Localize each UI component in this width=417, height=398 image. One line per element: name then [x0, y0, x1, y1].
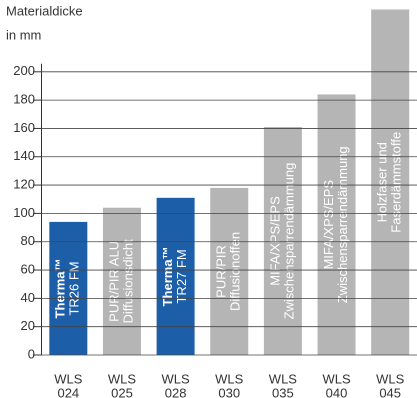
bar-label: Faserdämmstoffe	[389, 132, 404, 233]
bar-label: PUR/PIR ALU	[106, 241, 121, 322]
bar-label: Diffusionsdicht	[120, 239, 135, 324]
bar-label: PUR/PIR	[214, 245, 229, 298]
y-axis-title: in mm	[6, 27, 41, 42]
x-tick-label: WLS	[376, 371, 405, 386]
x-tick-label: WLS	[54, 371, 83, 386]
y-tick-label: 100	[13, 205, 35, 220]
x-tick-label: 024	[57, 385, 79, 398]
x-tick-label: 045	[379, 385, 401, 398]
x-tick-label: 035	[272, 385, 294, 398]
y-tick-label: 80	[21, 233, 35, 248]
y-tick-label: 200	[13, 63, 35, 78]
x-tick-label: 025	[111, 385, 133, 398]
bar	[210, 187, 249, 355]
bar	[263, 127, 302, 355]
bar-label: TR27 FM	[174, 249, 189, 303]
bar-label: Diffusionoffen	[228, 232, 243, 311]
y-tick-label: 0	[28, 346, 35, 361]
y-tick-label: 120	[13, 177, 35, 192]
bar-label: Zwischensparrendämmung	[335, 146, 350, 303]
x-tick-label: WLS	[322, 371, 351, 386]
bar	[49, 221, 88, 355]
bar	[102, 207, 141, 355]
bar	[156, 197, 195, 355]
grid	[41, 71, 417, 356]
x-tick-label: WLS	[269, 371, 298, 386]
y-axis-title: Materialdicke	[6, 3, 83, 18]
bar	[317, 94, 356, 356]
bar-label: MIFA/XPS/EPS	[267, 196, 282, 286]
x-tick-label: WLS	[108, 371, 137, 386]
x-tick-label: 028	[165, 385, 187, 398]
y-tick-label: 160	[13, 120, 35, 135]
bar-label: MIFA/XPS/EPS	[321, 180, 336, 270]
bar-label: Holzfaser und	[375, 142, 390, 222]
y-tick-label: 60	[21, 261, 35, 276]
y-tick-label: 180	[13, 92, 35, 107]
bar-label: Therma™	[53, 258, 68, 318]
x-tick-label: 030	[218, 385, 240, 398]
y-tick-label: 20	[21, 318, 35, 333]
x-tick-label: 040	[326, 385, 348, 398]
y-tick-label: 40	[21, 290, 35, 305]
x-tick-label: WLS	[215, 371, 244, 386]
bar	[371, 9, 410, 355]
bar-label: Zwischensparrendämmung	[281, 163, 296, 320]
bar-label: TR26 FM	[67, 261, 82, 315]
x-tick-label: WLS	[162, 371, 191, 386]
y-tick-label: 140	[13, 148, 35, 163]
bar-label: Therma™	[160, 246, 175, 306]
